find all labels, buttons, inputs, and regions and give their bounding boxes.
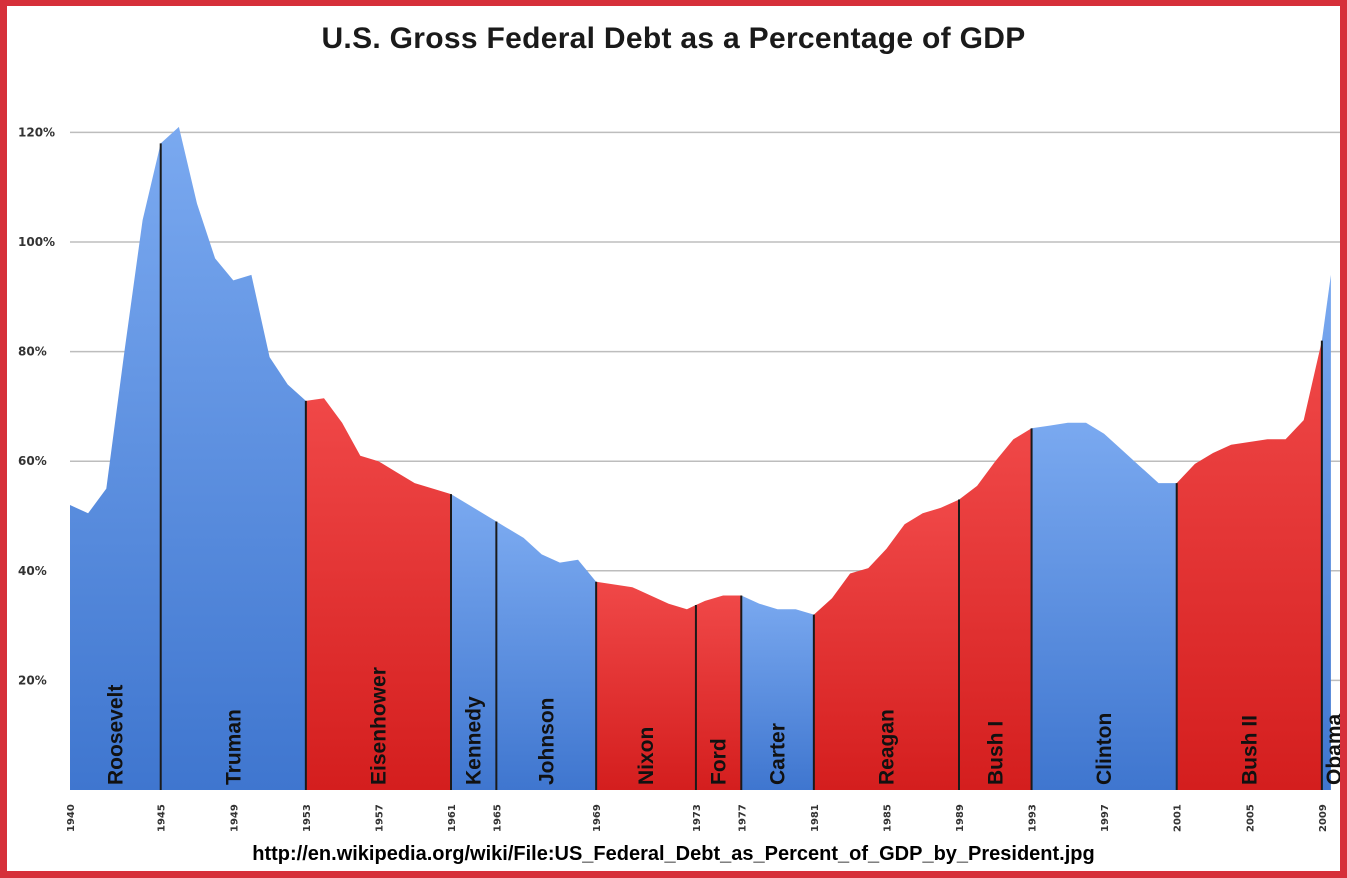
- source-caption: http://en.wikipedia.org/wiki/File:US_Fed…: [252, 843, 1095, 865]
- area-fill: [70, 126, 1331, 790]
- area-segment-eisenhower: [305, 398, 451, 790]
- x-tick-label: 1940: [66, 804, 77, 832]
- president-label-bush-i: Bush I: [984, 721, 1007, 785]
- area-segment-roosevelt: [70, 143, 161, 790]
- president-label-roosevelt: Roosevelt: [104, 685, 127, 785]
- x-tick-label: 1945: [157, 804, 168, 832]
- president-label-eisenhower: Eisenhower: [367, 667, 390, 785]
- x-tick-label: 2009: [1318, 804, 1329, 832]
- y-tick-label: 120%: [18, 125, 55, 139]
- y-tick-label: 80%: [18, 345, 47, 359]
- area-segment-kennedy: [451, 494, 497, 790]
- x-tick-label: 1993: [1028, 804, 1039, 832]
- y-tick-label: 100%: [18, 235, 55, 249]
- area-segment-reagan: [813, 499, 959, 790]
- president-label-clinton: Clinton: [1093, 713, 1116, 785]
- president-label-carter: Carter: [767, 723, 790, 785]
- president-label-obama: Obama: [1323, 713, 1346, 785]
- x-tick-label: 1989: [955, 804, 966, 832]
- y-tick-label: 20%: [18, 673, 47, 687]
- y-axis-ticks: 20% 40% 60% 80% 100% 120%: [18, 125, 55, 687]
- area-segment-nixon: [596, 581, 696, 790]
- area-segment-clinton: [1031, 422, 1177, 790]
- area-segment-ford: [695, 595, 742, 790]
- y-tick-label: 60%: [18, 454, 47, 468]
- president-label-bush-ii: Bush II: [1238, 715, 1261, 785]
- x-tick-label: 1965: [492, 804, 503, 832]
- chart-title: U.S. Gross Federal Debt as a Percentage …: [321, 22, 1026, 55]
- x-tick-label: 1985: [882, 804, 893, 832]
- x-tick-label: 1981: [810, 804, 821, 832]
- x-tick-label: 1953: [302, 804, 313, 832]
- area-segment-bush-i: [959, 428, 1032, 790]
- president-label-truman: Truman: [222, 709, 245, 785]
- president-label-nixon: Nixon: [635, 727, 658, 785]
- x-tick-label: 1969: [592, 804, 603, 832]
- term-dividers: [159, 143, 1323, 790]
- area-segment-bush-ii: [1176, 340, 1322, 790]
- x-axis-ticks: 1940 1945 1949 1953 1957 1961 1965 1969 1973 1977…: [66, 804, 1329, 832]
- president-label-kennedy: Kennedy: [463, 696, 486, 785]
- x-tick-label: 1957: [374, 804, 385, 832]
- y-tick-label: 40%: [18, 564, 47, 578]
- area-segment-truman: [160, 126, 306, 790]
- x-tick-label: 2005: [1245, 804, 1256, 832]
- x-tick-label: 1977: [737, 804, 748, 832]
- area-segment-johnson: [496, 521, 597, 790]
- x-tick-label: 1949: [229, 804, 240, 832]
- x-tick-label: 1961: [447, 804, 458, 832]
- area-segment-carter: [741, 595, 814, 790]
- x-tick-label: 2001: [1173, 804, 1184, 832]
- president-label-reagan: Reagan: [875, 709, 898, 785]
- president-label-johnson: Johnson: [535, 698, 558, 786]
- area-segment-obama: [1321, 274, 1331, 790]
- x-tick-label: 1973: [692, 804, 703, 832]
- president-label-ford: Ford: [708, 738, 731, 785]
- x-tick-label: 1997: [1100, 804, 1111, 832]
